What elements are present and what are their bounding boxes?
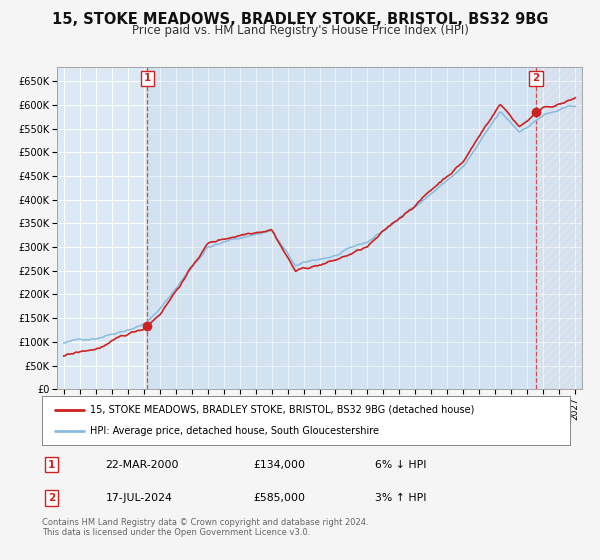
Text: 3% ↑ HPI: 3% ↑ HPI: [374, 493, 426, 503]
Text: 22-MAR-2000: 22-MAR-2000: [106, 460, 179, 470]
Text: 2: 2: [532, 73, 539, 83]
Text: £134,000: £134,000: [253, 460, 305, 470]
Text: 17-JUL-2024: 17-JUL-2024: [106, 493, 172, 503]
Text: 1: 1: [143, 73, 151, 83]
Text: 15, STOKE MEADOWS, BRADLEY STOKE, BRISTOL, BS32 9BG (detached house): 15, STOKE MEADOWS, BRADLEY STOKE, BRISTO…: [89, 405, 474, 415]
Bar: [147, 67, 536, 389]
Bar: [536, 67, 582, 389]
Text: HPI: Average price, detached house, South Gloucestershire: HPI: Average price, detached house, Sout…: [89, 426, 379, 436]
Text: Price paid vs. HM Land Registry's House Price Index (HPI): Price paid vs. HM Land Registry's House …: [131, 24, 469, 36]
Text: Contains HM Land Registry data © Crown copyright and database right 2024.
This d: Contains HM Land Registry data © Crown c…: [42, 518, 368, 538]
Text: 2: 2: [48, 493, 55, 503]
Text: 6% ↓ HPI: 6% ↓ HPI: [374, 460, 426, 470]
Text: 15, STOKE MEADOWS, BRADLEY STOKE, BRISTOL, BS32 9BG: 15, STOKE MEADOWS, BRADLEY STOKE, BRISTO…: [52, 12, 548, 27]
Text: £585,000: £585,000: [253, 493, 305, 503]
Text: 1: 1: [48, 460, 55, 470]
